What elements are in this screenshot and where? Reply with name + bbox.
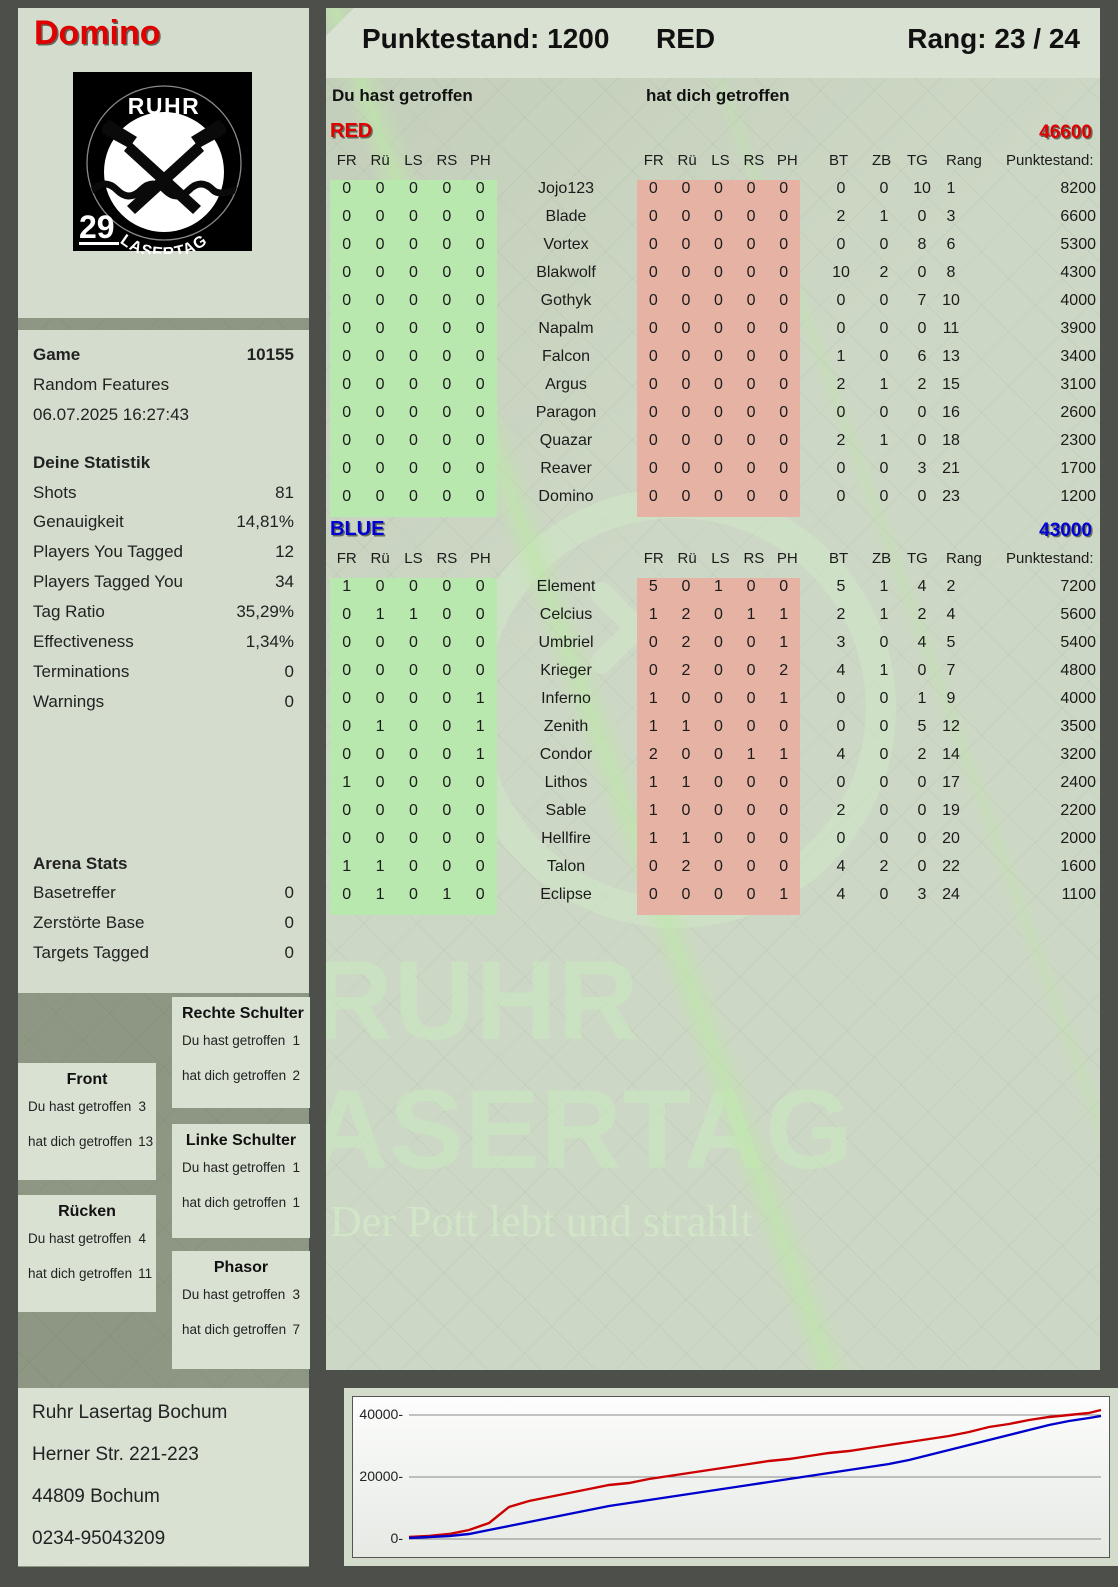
svg-text:0-: 0- (391, 1530, 404, 1546)
svg-text:RUHR: RUHR (128, 93, 200, 119)
svg-text:40000-: 40000- (359, 1406, 403, 1422)
svg-text:20000-: 20000- (359, 1468, 403, 1484)
